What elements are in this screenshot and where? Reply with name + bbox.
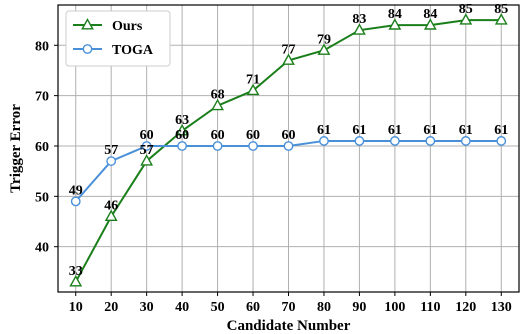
data-point-ours — [246, 83, 260, 96]
x-tick-label: 20 — [104, 300, 118, 315]
data-label-ours: 46 — [104, 198, 118, 213]
data-label-ours: 83 — [352, 12, 366, 27]
data-point-ours — [211, 98, 224, 111]
data-label-toga: 60 — [140, 128, 154, 143]
grid — [58, 5, 519, 292]
data-label-toga: 60 — [211, 128, 225, 143]
data-point-ours — [175, 123, 189, 136]
data-label-toga: 61 — [423, 123, 437, 138]
data-label-ours: 85 — [494, 2, 508, 17]
data-label-toga: 61 — [317, 123, 331, 138]
data-label-toga: 57 — [104, 143, 118, 158]
data-label-ours: 33 — [69, 264, 83, 279]
y-tick-label: 40 — [35, 241, 49, 256]
data-label-ours: 84 — [388, 7, 402, 22]
data-point-toga — [248, 141, 258, 151]
data-point-ours — [69, 274, 83, 287]
data-point-ours — [282, 53, 295, 65]
data-point-toga — [496, 136, 507, 146]
x-tick-label: 10 — [69, 300, 83, 315]
y-tick-label: 50 — [35, 190, 49, 205]
data-label-toga: 61 — [352, 123, 366, 138]
axis-ticks: 10 20 30 40 50 60 70 80 90 100 110 120 130 40 50 60 70 80 — [35, 39, 512, 315]
x-tick-label: 110 — [420, 300, 440, 315]
data-point-ours — [140, 154, 154, 166]
data-label-ours: 63 — [175, 113, 189, 128]
data-point-toga — [141, 141, 152, 151]
x-tick-label: 90 — [352, 300, 366, 315]
data-point-toga — [283, 141, 294, 151]
data-point-ours — [353, 23, 366, 35]
data-point-ours — [494, 13, 508, 25]
data-point-toga — [70, 196, 81, 207]
x-tick-label: 40 — [175, 300, 189, 315]
data-point-ours — [423, 18, 437, 30]
data-label-ours: 84 — [423, 7, 437, 22]
data-point-ours — [317, 43, 331, 55]
data-label-ours: 68 — [211, 88, 225, 103]
y-tick-label: 70 — [35, 90, 49, 105]
data-point-toga — [389, 136, 400, 146]
x-tick-label: 120 — [455, 300, 476, 315]
series-layer — [69, 13, 508, 287]
data-point-toga — [319, 136, 329, 146]
data-point-toga — [460, 136, 471, 146]
x-tick-label: 80 — [317, 300, 331, 315]
data-point-toga — [212, 141, 223, 151]
data-label-ours: 57 — [140, 143, 154, 158]
data-label-ours: 79 — [317, 32, 331, 47]
y-tick-label: 60 — [35, 140, 49, 155]
data-label-toga: 61 — [459, 123, 473, 138]
legend: Ours TOGA — [65, 10, 171, 67]
data-point-ours — [459, 13, 473, 25]
data-point-toga — [177, 141, 188, 151]
data-label-ours: 71 — [246, 73, 260, 88]
data-label-toga: 60 — [282, 128, 296, 143]
x-axis-title: Candidate Number — [227, 318, 351, 334]
data-label-toga: 60 — [175, 128, 189, 143]
data-label-ours: 77 — [282, 42, 296, 57]
data-label-toga: 60 — [246, 128, 260, 143]
data-point-toga — [106, 156, 117, 166]
data-point-toga — [354, 136, 365, 146]
legend-marker-toga — [82, 44, 93, 54]
x-tick-label: 60 — [246, 300, 260, 315]
y-axis-title: Trigger Error — [8, 104, 24, 193]
data-label-toga: 49 — [69, 183, 83, 198]
legend-label-ours: Ours — [112, 19, 143, 34]
x-tick-label: 50 — [211, 300, 225, 315]
x-tick-label: 70 — [282, 300, 296, 315]
legend-marker-ours — [81, 18, 94, 30]
data-point-ours — [104, 209, 118, 222]
x-tick-label: 130 — [491, 300, 512, 315]
x-tick-label: 30 — [140, 300, 154, 315]
legend-label-toga: TOGA — [112, 43, 154, 58]
data-point-ours — [388, 18, 402, 30]
data-point-toga — [425, 136, 436, 146]
x-tick-label: 100 — [384, 300, 405, 315]
data-label-toga: 61 — [494, 123, 508, 138]
data-label-ours: 85 — [459, 2, 473, 17]
y-tick-label: 80 — [35, 39, 49, 54]
data-label-toga: 61 — [388, 123, 402, 138]
